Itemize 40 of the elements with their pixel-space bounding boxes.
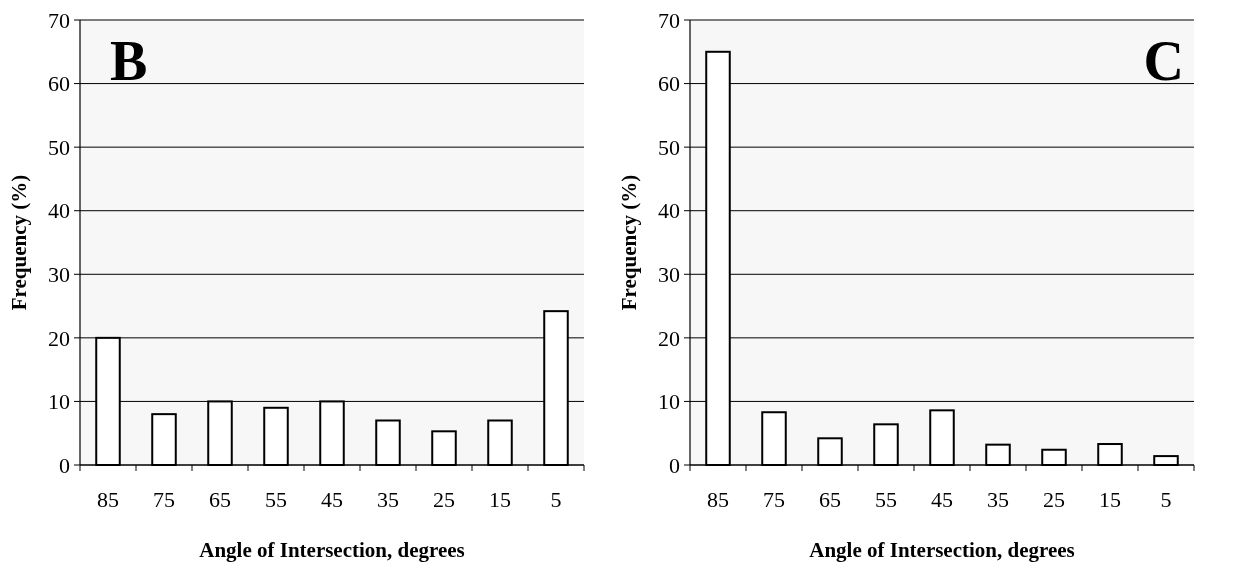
y-tick-label: 60 bbox=[658, 71, 680, 97]
x-tick-label: 25 bbox=[1043, 487, 1065, 512]
x-tick-label: 5 bbox=[1160, 487, 1172, 512]
y-tick-label: 20 bbox=[48, 325, 70, 351]
x-tick-label: 35 bbox=[377, 487, 399, 512]
y-tick-label: 30 bbox=[658, 261, 680, 287]
x-tick-label: 45 bbox=[931, 487, 953, 512]
x-tick-label: 15 bbox=[489, 487, 511, 512]
y-tick-label: 70 bbox=[48, 7, 70, 33]
annotation: C bbox=[1143, 30, 1184, 92]
y-tick-label: 50 bbox=[48, 134, 70, 160]
x-tick-label: 35 bbox=[987, 487, 1009, 512]
y-tick-label: 10 bbox=[48, 389, 70, 415]
x-tick-label: 55 bbox=[875, 487, 897, 512]
y-tick-label: 0 bbox=[59, 452, 70, 478]
x-axis-title: Angle of Intersection, degrees bbox=[809, 538, 1075, 562]
y-tick-label: 50 bbox=[658, 134, 680, 160]
x-tick-label: 25 bbox=[433, 487, 455, 512]
y-tick-label: 40 bbox=[658, 198, 680, 224]
x-tick-label: 55 bbox=[265, 487, 287, 512]
x-tick-label: 65 bbox=[819, 487, 841, 512]
y-tick-label: 0 bbox=[669, 452, 680, 478]
y-tick-label: 70 bbox=[658, 7, 680, 33]
x-axis-title: Angle of Intersection, degrees bbox=[199, 538, 465, 562]
y-axis-title: Frequency (%) bbox=[7, 174, 31, 311]
x-tick-label: 65 bbox=[209, 487, 231, 512]
y-tick-label: 40 bbox=[48, 198, 70, 224]
x-tick-label: 45 bbox=[321, 487, 343, 512]
x-tick-label: 75 bbox=[153, 487, 175, 512]
y-tick-label: 30 bbox=[48, 261, 70, 287]
y-axis-title: Frequency (%) bbox=[617, 174, 641, 311]
x-tick-label: 5 bbox=[550, 487, 562, 512]
x-tick-label: 75 bbox=[763, 487, 785, 512]
y-tick-label: 60 bbox=[48, 71, 70, 97]
y-tick-label: 20 bbox=[658, 325, 680, 351]
x-tick-label: 15 bbox=[1099, 487, 1121, 512]
x-tick-label: 85 bbox=[97, 487, 119, 512]
x-tick-label: 85 bbox=[707, 487, 729, 512]
annotation: B bbox=[110, 30, 148, 92]
y-tick-label: 10 bbox=[658, 389, 680, 415]
